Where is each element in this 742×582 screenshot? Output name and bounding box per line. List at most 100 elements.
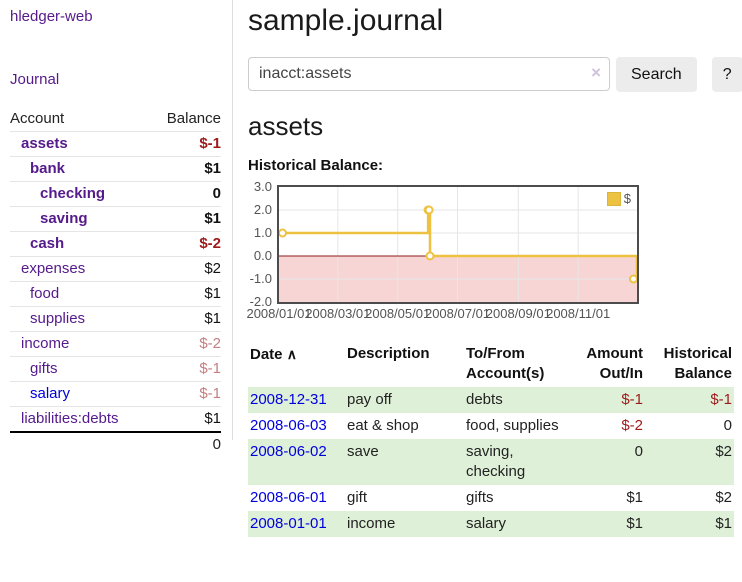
account-link[interactable]: salary bbox=[30, 385, 71, 402]
account-link[interactable]: gifts bbox=[30, 360, 58, 377]
account-balance: 0 bbox=[212, 185, 221, 202]
transaction-date-link[interactable]: 2008-06-01 bbox=[250, 489, 327, 507]
transaction-accounts: food, supplies bbox=[466, 417, 559, 435]
register-row: 2008-06-02 save saving, checking 0 $2 bbox=[248, 439, 734, 486]
account-row: salary $-1 bbox=[10, 381, 221, 407]
account-row: checking 0 bbox=[10, 181, 221, 207]
sort-ascending-icon: ∧ bbox=[286, 346, 297, 363]
accounts-table-header: Account Balance bbox=[10, 106, 221, 132]
register-header-row: Date ∧ Description To/From Account(s) Am… bbox=[248, 341, 734, 387]
sidebar-item-journal[interactable]: Journal bbox=[10, 71, 60, 88]
help-button[interactable]: ? bbox=[711, 56, 742, 92]
transaction-amount: 0 bbox=[634, 443, 643, 461]
account-link[interactable]: food bbox=[30, 285, 60, 302]
x-axis-tick-label: 2008/09/01 bbox=[485, 306, 551, 322]
transaction-balance: $-1 bbox=[710, 391, 732, 409]
transaction-description: pay off bbox=[347, 391, 392, 409]
chart-plot-area: $ bbox=[277, 185, 639, 305]
account-balance: $-2 bbox=[199, 235, 221, 252]
account-link[interactable]: liabilities:debts bbox=[21, 410, 119, 427]
main-content: sample.journal × Search ? assets Histori… bbox=[246, 0, 742, 538]
y-axis-tick-label: 1.0 bbox=[253, 225, 272, 241]
account-link[interactable]: supplies bbox=[30, 310, 86, 327]
register-table: Date ∧ Description To/From Account(s) Am… bbox=[248, 341, 734, 538]
account-row: income $-2 bbox=[10, 331, 221, 357]
transaction-balance: $2 bbox=[715, 443, 732, 461]
register-row: 2008-06-01 gift gifts $1 $2 bbox=[248, 485, 734, 511]
account-row: cash $-2 bbox=[10, 231, 221, 257]
transaction-balance: $2 bbox=[715, 489, 732, 507]
transaction-date-link[interactable]: 2008-06-03 bbox=[250, 417, 327, 435]
date-column-header[interactable]: Date ∧ bbox=[248, 341, 345, 387]
account-balance: $-1 bbox=[199, 135, 221, 152]
transaction-description: save bbox=[347, 443, 379, 461]
transaction-amount: $-2 bbox=[621, 417, 643, 435]
account-row: saving $1 bbox=[10, 206, 221, 232]
account-heading: assets bbox=[248, 110, 324, 141]
accounts-column-header: To/From Account(s) bbox=[466, 345, 545, 383]
x-axis-tick-label: 2008/11/01 bbox=[546, 306, 611, 322]
transaction-description: gift bbox=[347, 489, 368, 507]
account-balance: $1 bbox=[204, 210, 221, 227]
account-balance: $2 bbox=[204, 260, 221, 277]
legend-swatch-icon bbox=[606, 191, 621, 206]
amount-column-header: Amount Out/In bbox=[586, 345, 643, 383]
account-link[interactable]: assets bbox=[21, 135, 68, 152]
transaction-amount: $1 bbox=[626, 489, 643, 507]
account-link[interactable]: income bbox=[21, 335, 70, 352]
transaction-date-link[interactable]: 2008-12-31 bbox=[250, 391, 327, 409]
account-column-header: Account bbox=[10, 110, 65, 127]
transaction-accounts: gifts bbox=[466, 489, 494, 507]
y-axis-tick-label: -1.0 bbox=[249, 271, 272, 287]
y-axis-tick-label: 3.0 bbox=[253, 179, 272, 195]
x-axis-tick-label: 2008/01/01 bbox=[246, 306, 312, 322]
account-row: bank $1 bbox=[10, 156, 221, 182]
legend-label: $ bbox=[623, 191, 631, 207]
account-link[interactable]: cash bbox=[30, 235, 65, 252]
y-axis-tick-label: -2.0 bbox=[249, 294, 272, 310]
sidebar: hledger-web Journal Account Balance asse… bbox=[0, 0, 233, 456]
account-row: supplies $1 bbox=[10, 306, 221, 332]
account-balance: $1 bbox=[204, 310, 221, 327]
balance-column-header: Balance bbox=[166, 110, 221, 127]
date-header-label: Date bbox=[250, 346, 283, 364]
transaction-balance: 0 bbox=[723, 417, 732, 435]
account-link[interactable]: bank bbox=[30, 160, 66, 177]
chart-legend: $ bbox=[604, 190, 633, 208]
account-balance: $-1 bbox=[199, 360, 221, 377]
search-form: × Search ? bbox=[248, 56, 742, 92]
clear-search-icon[interactable]: × bbox=[591, 63, 601, 83]
accounts-total-value: 0 bbox=[150, 431, 221, 456]
register-row: 2008-12-31 pay off debts $-1 $-1 bbox=[248, 387, 734, 414]
y-axis-tick-label: 0.0 bbox=[253, 248, 272, 264]
transaction-accounts: salary bbox=[466, 515, 507, 533]
account-row: food $1 bbox=[10, 281, 221, 307]
account-link[interactable]: checking bbox=[40, 185, 106, 202]
transaction-accounts: debts bbox=[466, 391, 503, 409]
account-link[interactable]: expenses bbox=[21, 260, 86, 277]
account-balance: $-2 bbox=[199, 335, 221, 352]
x-axis-tick-label: 2008/07/01 bbox=[424, 306, 491, 322]
transaction-date-link[interactable]: 2008-06-02 bbox=[250, 443, 327, 461]
account-row: liabilities:debts $1 bbox=[10, 406, 221, 432]
register-row: 2008-01-01 income salary $1 $1 bbox=[248, 511, 734, 538]
accounts-total-row: 0 bbox=[10, 431, 221, 456]
account-link[interactable]: saving bbox=[40, 210, 88, 227]
description-column-header: Description bbox=[347, 345, 430, 363]
transaction-accounts: saving, checking bbox=[466, 443, 526, 481]
app-title-link[interactable]: hledger-web bbox=[10, 8, 93, 25]
account-balance: $-1 bbox=[199, 385, 221, 402]
accounts-total-spacer bbox=[10, 431, 151, 456]
search-input[interactable] bbox=[248, 57, 610, 92]
account-balance: $1 bbox=[204, 410, 221, 427]
transaction-description: income bbox=[347, 515, 396, 533]
chart-title: Historical Balance: bbox=[248, 157, 384, 175]
chart-plot-svg bbox=[279, 187, 637, 303]
account-balance: $1 bbox=[204, 160, 221, 177]
search-button[interactable]: Search bbox=[616, 56, 697, 92]
accounts-table: Account Balance assets $-1 bank $1 check… bbox=[10, 106, 221, 456]
page-title: sample.journal bbox=[248, 4, 444, 37]
account-row: expenses $2 bbox=[10, 256, 221, 282]
transaction-date-link[interactable]: 2008-01-01 bbox=[250, 515, 327, 533]
transaction-balance: $1 bbox=[715, 515, 732, 533]
